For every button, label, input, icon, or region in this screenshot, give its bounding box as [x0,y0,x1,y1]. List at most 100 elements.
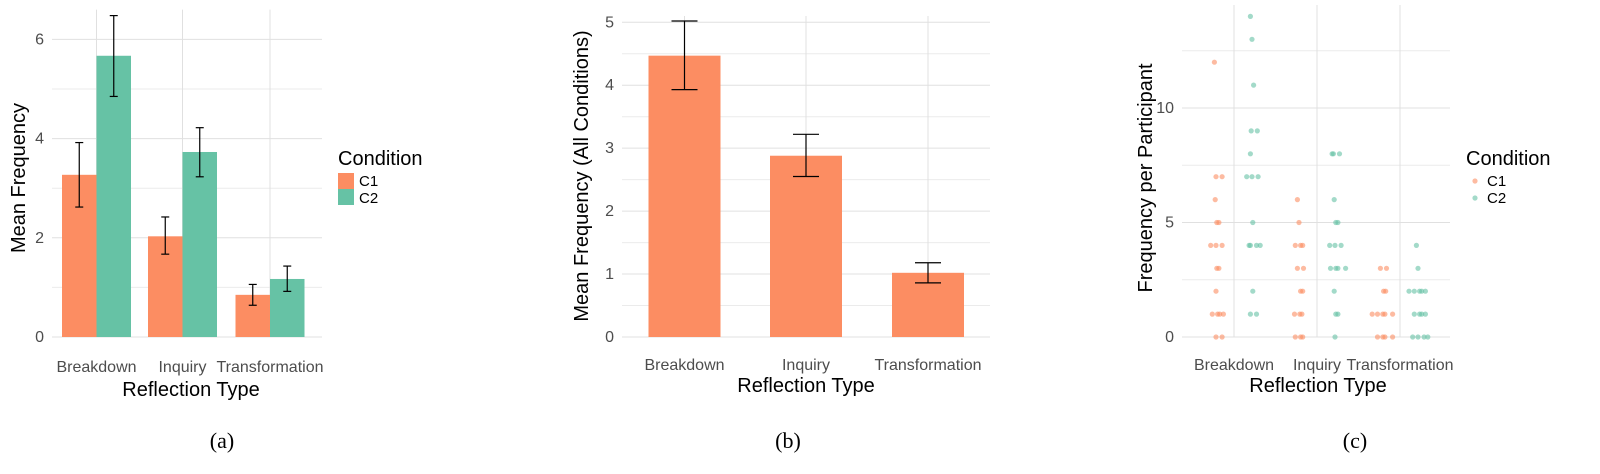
y-tick-label: 5 [1165,215,1174,232]
point-c2-breakdown [1253,311,1260,317]
point-c2-breakdown [1250,288,1256,294]
y-tick-label: 0 [35,329,44,346]
point-c2-breakdown [1249,36,1255,42]
point-c1-breakdown [1216,265,1222,271]
point-c2-transformation [1425,334,1431,340]
x-tick-label-transformation: Transformation [875,357,982,374]
y-tick-label: 3 [605,140,614,157]
point-c1-transformation [1383,288,1389,294]
panel-a-legend-title: Condition [338,148,423,170]
point-c1-transformation [1377,265,1383,271]
y-tick-label: 6 [35,31,44,48]
panel-a-ylabel: Mean Frequency [8,103,30,253]
point-c2-transformation [1406,288,1412,294]
bar-all-transformation [892,272,964,337]
panel-c-xlabel: Reflection Type [1249,375,1387,397]
point-c2-transformation [1419,288,1425,294]
point-c2-inquiry [1331,288,1337,294]
x-tick-label-inquiry: Inquiry [1293,357,1341,374]
point-c2-inquiry [1336,151,1343,157]
panel-c-chart: 0 5 10 Breakdown Inquiry Transformation Refl… [1135,4,1551,453]
panel-a-legend-label-c1: C1 [359,173,378,190]
point-c1-breakdown [1213,174,1219,180]
point-c1-inquiry [1296,219,1302,226]
point-c2-transformation [1415,334,1421,340]
point-c1-breakdown [1209,311,1215,317]
point-c2-transformation [1419,311,1425,317]
point-c2-breakdown [1247,151,1253,157]
x-tick-label-breakdown: Breakdown [56,359,136,376]
panel-b-xlabel: Reflection Type [737,375,875,397]
point-c2-breakdown [1250,219,1256,226]
point-c1-inquiry [1300,265,1307,271]
point-c2-transformation [1422,311,1428,317]
panel-b-caption: (b) [775,428,801,453]
panel-b-chart: 0 1 2 3 4 5 Breakdown Inquiry Transformation Re… [571,14,990,453]
x-tick-label-inquiry: Inquiry [158,359,206,376]
point-c1-breakdown [1208,242,1214,248]
point-c2-inquiry [1329,151,1335,157]
panel-a-caption: (a) [210,428,234,453]
point-c1-transformation [1369,311,1375,317]
point-c1-breakdown [1217,311,1223,317]
point-c1-inquiry [1292,334,1298,340]
point-c2-transformation [1422,288,1428,294]
point-c2-inquiry [1338,242,1344,248]
point-c2-transformation [1411,311,1417,317]
point-c1-breakdown [1219,174,1225,180]
point-c2-inquiry [1331,197,1337,203]
point-c1-transformation [1374,311,1381,317]
point-c2-breakdown [1249,174,1255,180]
point-c1-transformation [1390,334,1396,340]
point-c1-transformation [1382,311,1388,317]
point-c1-breakdown [1219,334,1225,340]
panel-c-legend-label-c2: C2 [1487,190,1506,207]
point-c2-inquiry [1335,311,1341,317]
point-c2-inquiry [1335,219,1341,226]
bar-c2-breakdown [96,55,131,337]
bar-all-inquiry [770,155,842,337]
x-tick-label-transformation: Transformation [1347,357,1454,374]
panel-a-legend-swatch-c2 [338,189,354,205]
point-c2-transformation [1410,334,1416,340]
point-c2-breakdown [1251,82,1257,88]
y-tick-label: 2 [605,203,614,220]
point-c2-breakdown [1255,174,1261,180]
point-c2-breakdown [1257,242,1263,248]
point-c1-inquiry [1294,265,1300,271]
point-c1-breakdown [1220,311,1226,317]
point-c1-transformation [1390,311,1396,317]
point-c2-inquiry [1335,265,1341,271]
x-tick-label-breakdown: Breakdown [1194,357,1274,374]
y-tick-label: 0 [1165,329,1174,346]
panel-a-legend: Condition C1 C2 [338,148,423,207]
point-c1-inquiry [1292,242,1298,248]
y-tick-label: 0 [605,329,614,346]
panel-c-caption: (c) [1343,428,1367,453]
point-c1-inquiry [1300,334,1306,340]
panel-c-legend-dot-c1 [1472,178,1478,184]
point-c1-breakdown [1213,242,1219,248]
point-c2-breakdown [1247,13,1253,19]
point-c1-breakdown [1211,59,1217,65]
point-c1-transformation [1383,265,1390,271]
point-c2-transformation [1411,288,1417,294]
point-c1-inquiry [1291,311,1298,317]
point-c1-breakdown [1213,288,1219,294]
y-tick-label: 1 [605,266,614,283]
point-c2-inquiry [1343,265,1349,271]
point-c2-breakdown [1248,128,1254,134]
bar-all-breakdown [648,55,721,337]
x-tick-label-inquiry: Inquiry [782,357,830,374]
y-tick-label: 4 [605,77,614,94]
y-tick-label: 5 [605,14,614,31]
x-tick-label-breakdown: Breakdown [644,357,724,374]
point-c1-breakdown [1219,242,1225,248]
y-tick-label: 4 [35,131,44,148]
panel-c-ylabel: Frequency per Participant [1135,63,1157,292]
panel-a-legend-swatch-c1 [338,173,354,189]
panel-a-chart: 0 2 4 6 Breakdown Inquiry Transformation Refl… [8,9,423,453]
point-c1-breakdown [1212,197,1218,203]
panel-c-legend-dot-c2 [1472,195,1478,201]
